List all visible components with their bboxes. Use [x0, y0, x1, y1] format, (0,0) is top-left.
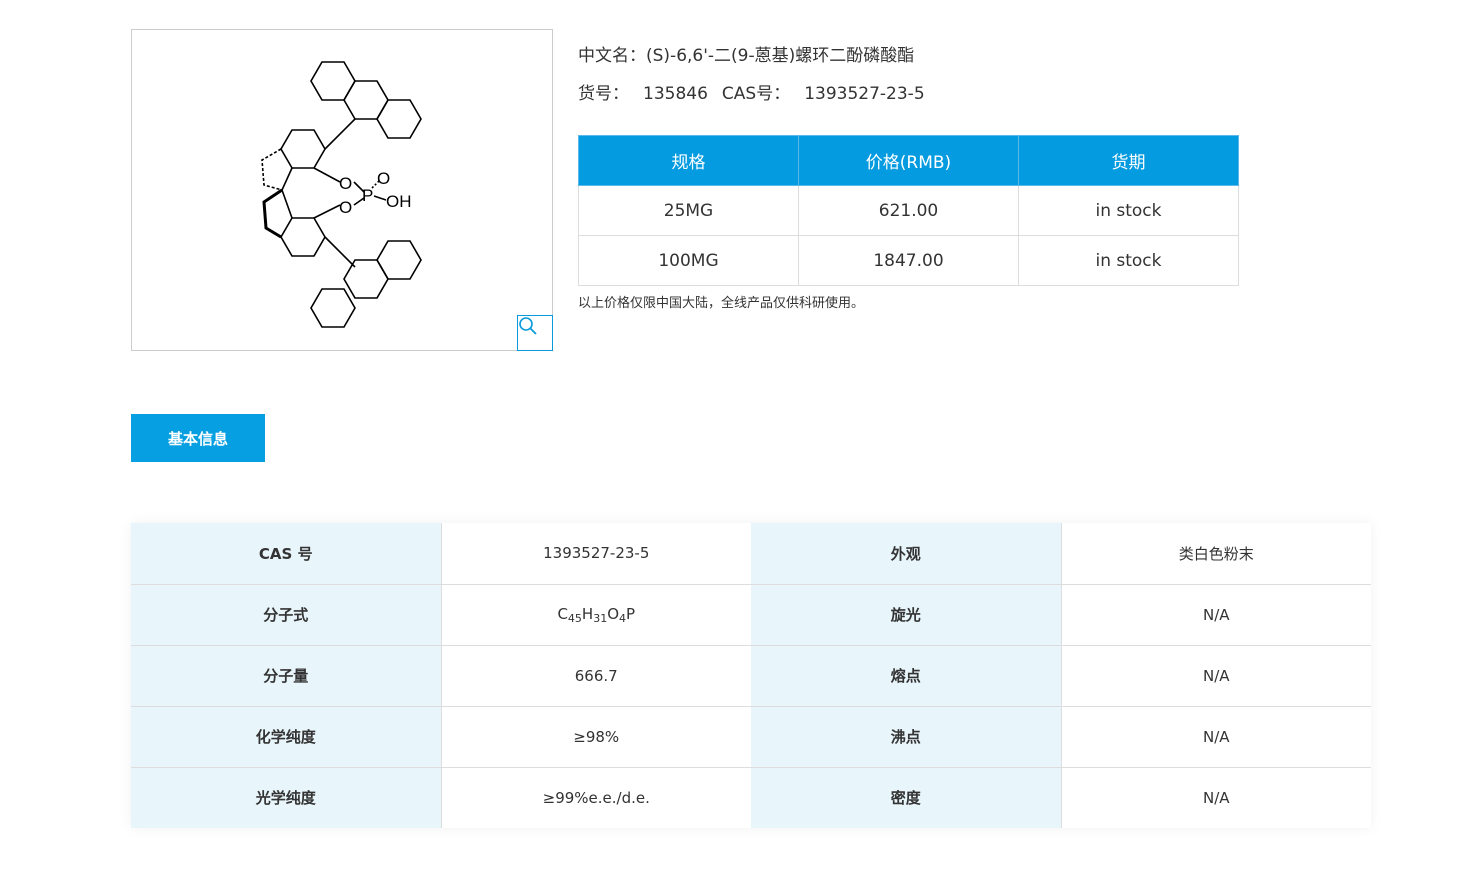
magnifier-icon [519, 317, 537, 335]
price-cell: 621.00 [798, 185, 1019, 236]
header-delivery: 货期 [1018, 135, 1239, 186]
property-value: ≥98% [441, 706, 751, 768]
price-note: 以上价格仅限中国大陆，全线产品仅供科研使用。 [578, 296, 865, 311]
header-spec: 规格 [578, 135, 799, 186]
property-label: 外观 [751, 523, 1062, 585]
property-label: CAS 号 [131, 523, 442, 585]
stock-cell: in stock [1018, 235, 1239, 286]
product-ids: 货号： 135846 CAS号： 1393527-23-5 [578, 79, 939, 104]
property-label: 沸点 [751, 706, 1062, 768]
property-value: 666.7 [441, 645, 751, 707]
oxygen-label: O [377, 169, 390, 188]
price-cell: 1847.00 [798, 235, 1019, 286]
stock-cell: in stock [1018, 185, 1239, 236]
property-value: N/A [1061, 584, 1371, 646]
hydroxyl-label: OH [386, 192, 412, 211]
cas-value: 1393527-23-5 [804, 84, 925, 104]
property-value: N/A [1061, 767, 1371, 828]
phosphorus-label: P [362, 186, 373, 205]
header-price: 价格(RMB) [798, 135, 1019, 186]
item-no-label: 货号： [578, 84, 629, 104]
formula-value: C45H31O4P [441, 584, 751, 646]
table-row: 25MG 621.00 in stock [578, 185, 1239, 236]
name-label: 中文名： [578, 46, 646, 66]
name-value: (S)-6,6'-二(9-蒽基)螺环二酚磷酸酯 [646, 46, 915, 66]
properties-table: CAS 号 1393527-23-5 外观 类白色粉末 分子式 C45H31O4… [131, 523, 1371, 828]
table-row: 分子式 C45H31O4P 旋光 N/A [131, 584, 1371, 646]
property-value: N/A [1061, 645, 1371, 707]
property-label: 光学纯度 [131, 767, 442, 828]
molecule-structure-drawing: O O O P OH [261, 61, 422, 328]
price-table-header: 规格 价格(RMB) 货期 [578, 135, 1239, 186]
cas-label: CAS号： [721, 84, 791, 104]
oxygen-label: O [339, 174, 352, 193]
zoom-image-button[interactable] [517, 315, 553, 351]
tab-basic-info[interactable]: 基本信息 [131, 414, 265, 462]
table-row: 光学纯度 ≥99%e.e./d.e. 密度 N/A [131, 767, 1371, 828]
item-no-value: 135846 [643, 84, 708, 104]
table-row: 分子量 666.7 熔点 N/A [131, 645, 1371, 707]
property-value: 1393527-23-5 [441, 523, 751, 585]
structure-image: O O O P OH [131, 29, 553, 351]
spec-cell: 100MG [578, 235, 799, 286]
oxygen-label: O [339, 198, 352, 217]
property-value: ≥99%e.e./d.e. [441, 767, 751, 828]
table-row: 100MG 1847.00 in stock [578, 235, 1239, 286]
price-table: 规格 价格(RMB) 货期 25MG 621.00 in stock 100MG… [578, 135, 1239, 286]
property-value: 类白色粉末 [1061, 523, 1371, 585]
property-label: 熔点 [751, 645, 1062, 707]
property-label: 分子量 [131, 645, 442, 707]
product-name: 中文名：(S)-6,6'-二(9-蒽基)螺环二酚磷酸酯 [578, 41, 914, 66]
table-row: CAS 号 1393527-23-5 外观 类白色粉末 [131, 523, 1371, 585]
property-value: N/A [1061, 706, 1371, 768]
property-label: 旋光 [751, 584, 1062, 646]
spec-cell: 25MG [578, 185, 799, 236]
property-label: 分子式 [131, 584, 442, 646]
property-label: 密度 [751, 767, 1062, 828]
table-row: 化学纯度 ≥98% 沸点 N/A [131, 706, 1371, 768]
property-label: 化学纯度 [131, 706, 442, 768]
